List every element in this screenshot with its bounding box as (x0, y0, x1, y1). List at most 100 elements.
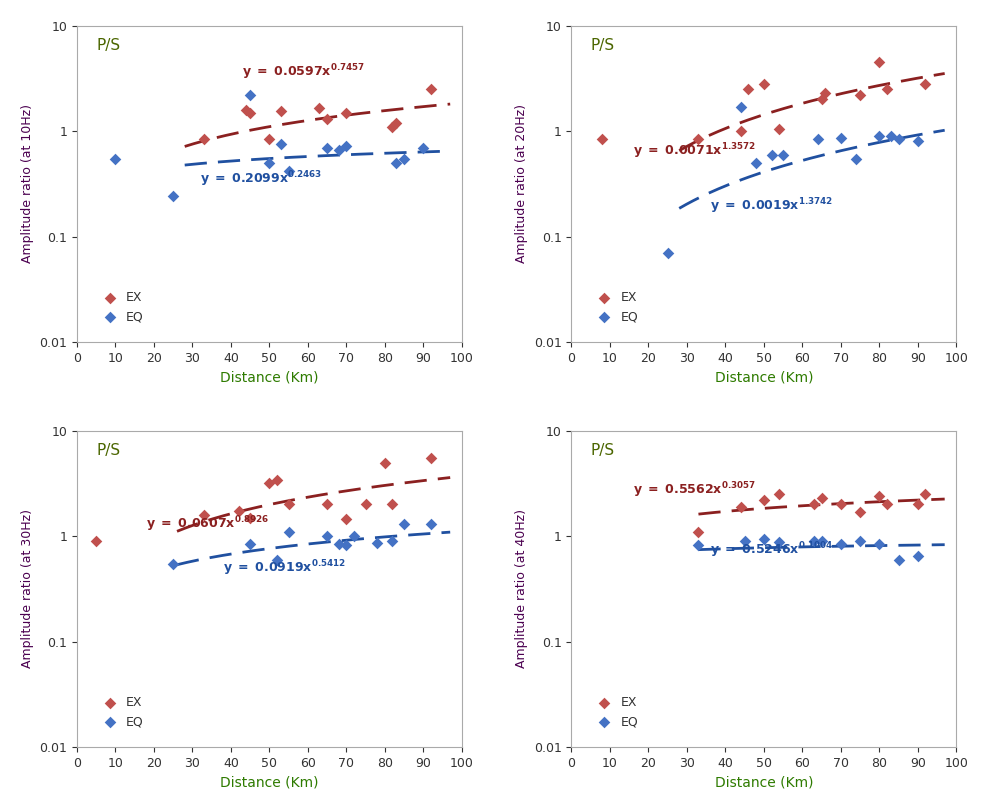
Legend: EX, EQ: EX, EQ (585, 284, 645, 330)
Point (853, 505, 868, 518)
Point (165, 190, 181, 203)
Point (733, 501, 749, 514)
Point (319, 141, 335, 154)
Point (853, 535, 868, 548)
Point (397, 518, 412, 531)
Point (415, 141, 431, 154)
Point (319, 498, 335, 511)
Point (849, 152, 864, 165)
Legend: EX, EQ: EX, EQ (91, 689, 150, 735)
Text: P/S: P/S (96, 444, 121, 458)
Point (814, 93, 830, 106)
Point (196, 508, 212, 521)
Point (88, 535, 104, 548)
Y-axis label: Amplitude ratio (at 40Hz): Amplitude ratio (at 40Hz) (515, 509, 528, 668)
Point (775, 148, 791, 161)
Point (330, 538, 346, 551)
Point (269, 474, 285, 487)
Point (423, 452, 439, 465)
Point (238, 103, 254, 116)
Point (764, 148, 779, 161)
Point (273, 138, 289, 151)
Point (261, 132, 277, 145)
Point (385, 121, 401, 134)
Point (741, 83, 757, 96)
Point (810, 132, 826, 145)
Point (338, 106, 354, 119)
Point (230, 504, 246, 517)
Point (733, 100, 749, 113)
Point (910, 498, 926, 511)
Point (312, 102, 327, 115)
X-axis label: Distance (Km): Distance (Km) (221, 370, 318, 384)
Point (330, 143, 346, 156)
Point (338, 140, 354, 153)
Legend: EX, EQ: EX, EQ (585, 689, 645, 735)
Point (358, 498, 374, 511)
Point (806, 535, 822, 548)
Point (756, 532, 771, 545)
Point (814, 535, 830, 548)
Text: $\mathbf{y\ =\ 0.0607x^{0.8926}}$: $\mathbf{y\ =\ 0.0607x^{0.8926}}$ (146, 514, 269, 534)
Point (833, 131, 849, 144)
Point (871, 490, 887, 503)
Point (165, 557, 181, 570)
Point (910, 135, 926, 148)
Point (261, 476, 277, 489)
Point (771, 535, 787, 548)
Point (806, 498, 822, 511)
Point (918, 78, 934, 91)
Text: $\mathbf{y\ =\ 0.0071x^{1.3572}}$: $\mathbf{y\ =\ 0.0071x^{1.3572}}$ (633, 142, 756, 161)
Point (261, 156, 277, 169)
Point (891, 553, 907, 566)
Point (389, 156, 405, 169)
Text: $\mathbf{y\ =\ 0.2099x^{0.2463}}$: $\mathbf{y\ =\ 0.2099x^{0.2463}}$ (200, 169, 322, 189)
Point (242, 88, 258, 101)
Point (385, 535, 401, 548)
Point (369, 536, 385, 549)
Text: P/S: P/S (590, 444, 615, 458)
Point (273, 104, 289, 117)
Point (269, 553, 285, 566)
Text: $\mathbf{y\ =\ 0.5562x^{0.3057}}$: $\mathbf{y\ =\ 0.5562x^{0.3057}}$ (633, 480, 756, 500)
Text: $\mathbf{y\ =\ 0.5246x^{0.1004}}$: $\mathbf{y\ =\ 0.5246x^{0.1004}}$ (710, 541, 834, 561)
Point (733, 125, 749, 138)
Point (242, 511, 258, 524)
Point (756, 78, 771, 91)
X-axis label: Distance (Km): Distance (Km) (715, 775, 813, 789)
Point (737, 535, 753, 548)
Point (660, 246, 675, 259)
Point (749, 156, 764, 169)
Point (871, 537, 887, 550)
Point (346, 530, 362, 543)
Point (818, 87, 834, 100)
Point (833, 498, 849, 511)
Text: $\mathbf{y\ =\ 0.0919x^{0.5412}}$: $\mathbf{y\ =\ 0.0919x^{0.5412}}$ (224, 559, 346, 578)
Point (377, 456, 393, 469)
Y-axis label: Amplitude ratio (at 30Hz): Amplitude ratio (at 30Hz) (21, 509, 34, 668)
Point (891, 132, 907, 145)
Point (690, 539, 706, 552)
Point (281, 164, 297, 177)
Y-axis label: Amplitude ratio (at 20Hz): Amplitude ratio (at 20Hz) (515, 104, 528, 263)
Point (814, 492, 830, 505)
Point (242, 106, 258, 119)
Legend: EX, EQ: EX, EQ (91, 284, 150, 330)
Text: P/S: P/S (590, 39, 615, 53)
Point (879, 498, 895, 511)
Point (690, 132, 706, 145)
Point (281, 526, 297, 539)
Text: P/S: P/S (96, 39, 121, 53)
Point (771, 488, 787, 501)
Point (879, 83, 895, 96)
Point (397, 152, 412, 165)
Point (389, 117, 405, 130)
Point (108, 152, 124, 165)
Point (281, 498, 297, 511)
Point (883, 130, 899, 143)
Point (756, 493, 771, 506)
Text: $\mathbf{y\ =\ 0.0019x^{1.3742}}$: $\mathbf{y\ =\ 0.0019x^{1.3742}}$ (710, 197, 833, 216)
Point (423, 518, 439, 531)
Point (385, 498, 401, 511)
Point (196, 132, 212, 145)
